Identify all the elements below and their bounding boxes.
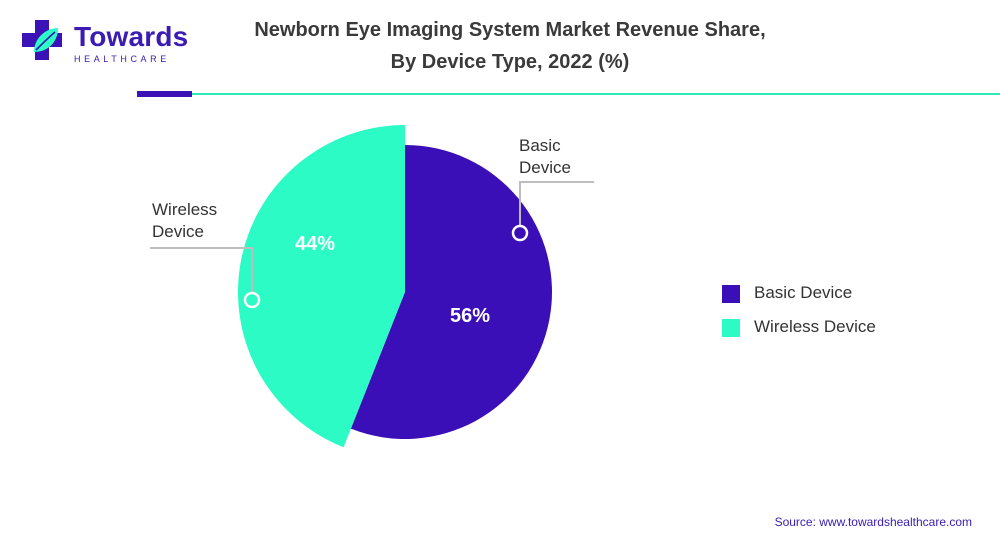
- callout-label-wireless-device-line-1: Wireless: [152, 200, 217, 219]
- value-label-wireless-device: 44%: [295, 233, 335, 255]
- legend-label-wireless-device: Wireless Device: [754, 317, 876, 336]
- callout-leader-basic-device: [519, 181, 594, 226]
- source-note: Source: www.towardshealthcare.com: [774, 515, 972, 529]
- chart-title: Newborn Eye Imaging System Market Revenu…: [200, 14, 820, 78]
- callout-marker-basic-device: [511, 224, 529, 242]
- chart-title-line-2: By Device Type, 2022 (%): [390, 51, 630, 73]
- legend-swatch-basic-device: [722, 285, 740, 303]
- brand-name: Towards: [74, 21, 189, 52]
- callout-label-basic-device-line-2: Device: [519, 158, 571, 177]
- value-label-basic-device: 56%: [450, 305, 490, 327]
- callout-leader-wireless-device: [150, 247, 253, 293]
- title-underline-rule: [192, 93, 1000, 95]
- towards-healthcare-logo: Towards HEALTHCARE: [18, 16, 188, 68]
- callout-marker-wireless-device: [243, 291, 261, 309]
- callout-label-basic-device-line-1: Basic: [519, 136, 561, 155]
- chart-title-line-1: Newborn Eye Imaging System Market Revenu…: [254, 19, 766, 41]
- title-underline-accent: [137, 91, 192, 97]
- legend-label-basic-device: Basic Device: [754, 283, 853, 302]
- brand-cross-icon: [22, 20, 62, 60]
- pie-slice-basic-device: [350, 145, 552, 439]
- pie-slice-wireless-device: [238, 125, 405, 448]
- callout-label-wireless-device-line-2: Device: [152, 222, 204, 241]
- brand-tagline: HEALTHCARE: [74, 54, 170, 64]
- legend-swatch-wireless-device: [722, 319, 740, 337]
